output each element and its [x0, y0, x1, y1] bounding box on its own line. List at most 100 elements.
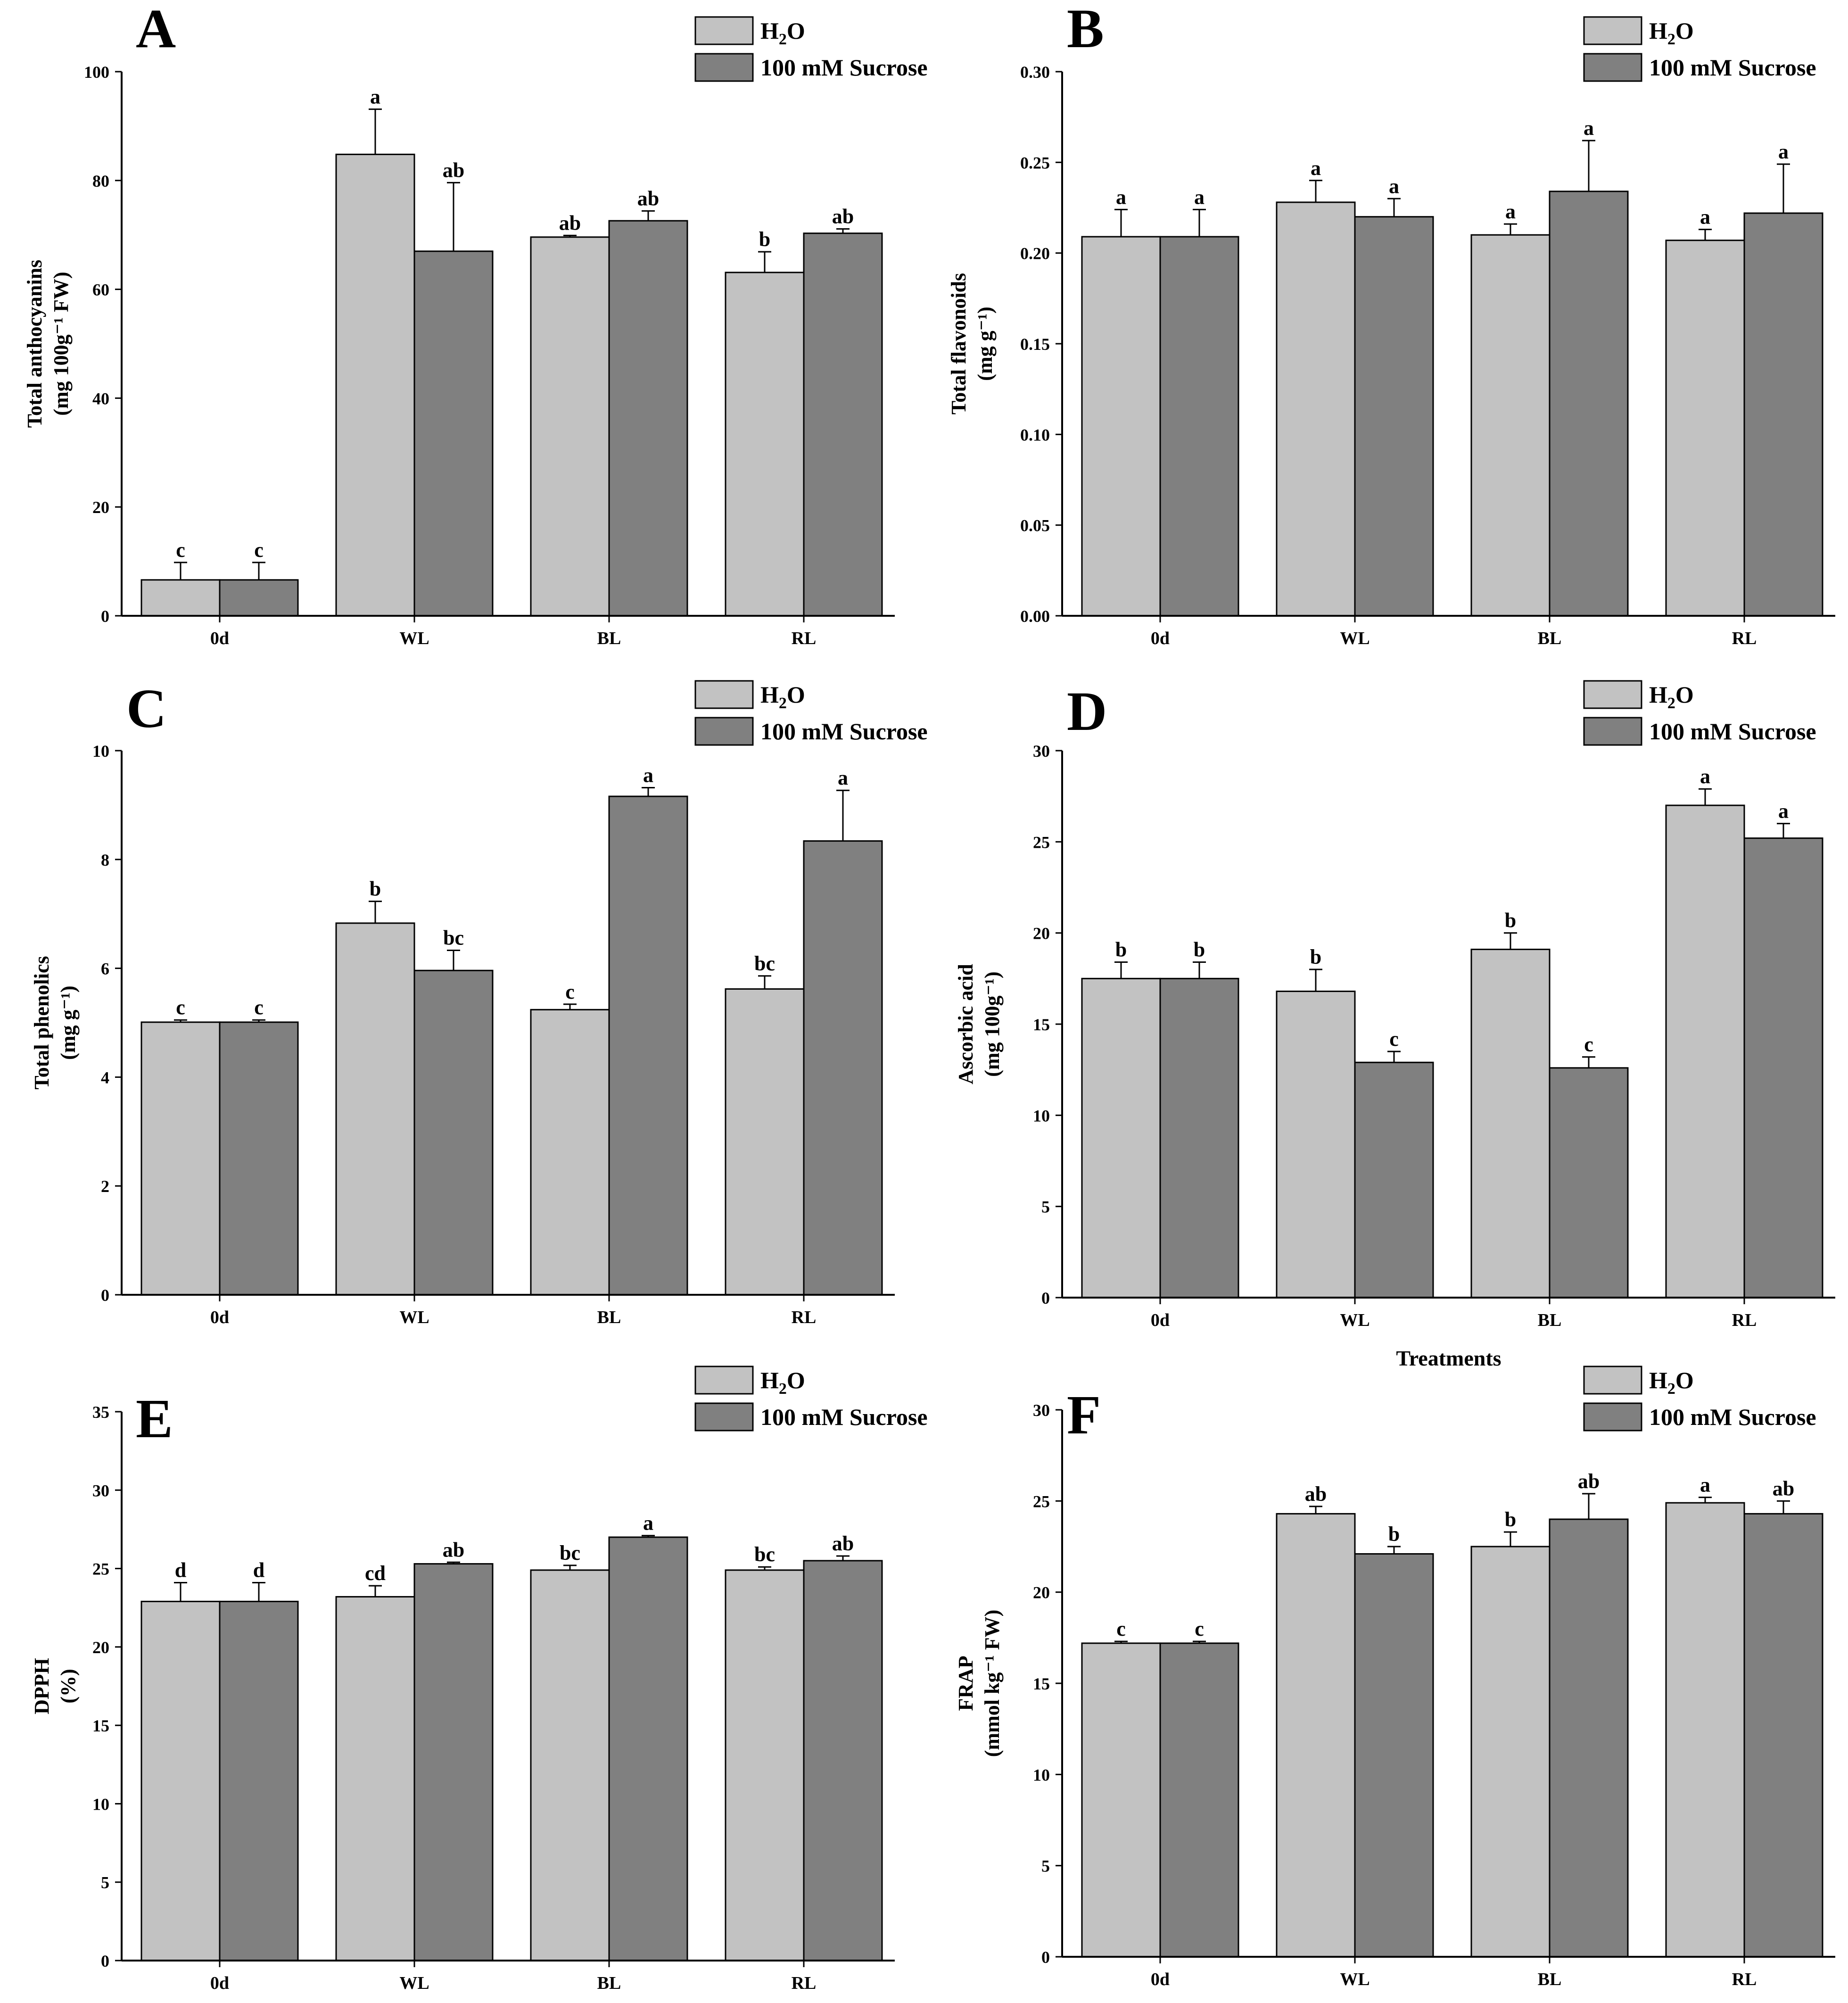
significance-letter: d	[253, 1559, 264, 1582]
y-axis-label: Total phenolics (mg g⁻¹)	[30, 956, 80, 1089]
significance-letter: ab	[443, 158, 464, 182]
y-tick-label: 20	[92, 1638, 109, 1657]
y-tick-label: 10	[1033, 1106, 1050, 1125]
y-axis-label: Total flavonoids (mg g⁻¹)	[947, 273, 997, 414]
legend-label-h2o: H2O	[1649, 17, 1694, 48]
bar-bl-h2o	[1470, 948, 1551, 1299]
bar-0d-h2o	[1081, 977, 1161, 1299]
y-tick-label: 0.25	[1020, 153, 1050, 172]
bar-wl-sucrose	[1354, 216, 1434, 617]
y-tick-label: 0	[101, 1286, 109, 1305]
y-tick-label: 0.05	[1020, 516, 1050, 535]
significance-letter: a	[1778, 140, 1789, 163]
legend-swatch-sucrose	[694, 53, 754, 82]
x-tick-label: 0d	[210, 629, 229, 648]
y-tick-label: 8	[101, 851, 109, 869]
bar-wl-h2o	[1276, 1513, 1356, 1958]
legend-label-sucrose: 100 mM Sucrose	[1649, 718, 1816, 745]
significance-letter: ab	[1578, 1470, 1600, 1493]
bar-bl-sucrose	[1549, 190, 1629, 617]
significance-letter: b	[1505, 909, 1516, 932]
significance-letter: ab	[559, 211, 581, 234]
legend-label-sucrose: 100 mM Sucrose	[1649, 54, 1816, 81]
legend-swatch-sucrose	[694, 717, 754, 746]
bar-0d-sucrose	[219, 579, 299, 617]
significance-letter: b	[1310, 945, 1321, 968]
bar-wl-sucrose	[413, 250, 494, 617]
legend-swatch-sucrose	[1583, 53, 1642, 82]
x-tick-label: WL	[1340, 1970, 1370, 1989]
y-tick-label: 0	[101, 1952, 109, 1970]
bar-wl-sucrose	[1354, 1553, 1434, 1958]
bar-wl-sucrose	[1354, 1061, 1434, 1299]
y-tick-label: 5	[1041, 1198, 1050, 1217]
y-axis-label-line1: Total flavonoids	[947, 273, 970, 414]
significance-letter: c	[176, 538, 185, 562]
panel-letter: B	[1067, 0, 1104, 59]
bar-0d-sucrose	[1159, 236, 1239, 617]
panel-e: Ed d 0d cd ab WL bc a BL bc ab RL 0 5 10 15 20 25 30 35 DPPH…	[30, 1366, 928, 1993]
y-axis-label-line1: Total phenolics	[30, 956, 53, 1089]
significance-letter: bc	[754, 1543, 775, 1566]
significance-letter: ab	[443, 1538, 464, 1561]
x-tick-label: 0d	[210, 1308, 229, 1327]
significance-letter: a	[643, 763, 653, 786]
y-tick-label: 35	[92, 1403, 109, 1422]
y-axis-label-line2: (mg 100g⁻¹ FW)	[50, 272, 73, 415]
x-tick-label: WL	[399, 629, 429, 648]
bar-bl-h2o	[530, 1009, 610, 1296]
x-tick-label: WL	[1340, 1310, 1370, 1330]
y-tick-label: 2	[101, 1177, 109, 1196]
significance-letter: c	[254, 996, 264, 1019]
x-tick-label: RL	[1732, 1970, 1757, 1989]
significance-letter: cd	[365, 1562, 386, 1585]
bar-0d-h2o	[140, 579, 221, 617]
significance-letter: bc	[443, 927, 464, 950]
significance-letter: b	[1505, 1508, 1516, 1531]
significance-letter: ab	[1773, 1477, 1794, 1500]
significance-letter: a	[1700, 765, 1710, 788]
significance-letter: a	[1778, 800, 1789, 823]
panel-c: Cc c 0d b bc WL c a BL bc a RL 0 2 4 6 8 10 Total phenolic…	[30, 678, 928, 1327]
bar-wl-sucrose	[413, 1563, 494, 1962]
x-tick-label: RL	[792, 629, 817, 648]
x-tick-label: WL	[1340, 629, 1370, 648]
bar-wl-h2o	[335, 922, 415, 1296]
bar-wl-h2o	[1276, 990, 1356, 1299]
y-tick-label: 30	[1033, 742, 1050, 761]
bar-0d-sucrose	[219, 1021, 299, 1296]
significance-letter: ab	[832, 1532, 854, 1555]
legend: H2O 100 mM Sucrose	[1583, 680, 1816, 746]
x-tick-label: RL	[1732, 1310, 1757, 1330]
x-tick-label: WL	[399, 1308, 429, 1327]
y-tick-label: 4	[101, 1068, 109, 1087]
legend-swatch-sucrose	[1583, 1402, 1642, 1432]
significance-letter: c	[1116, 1617, 1126, 1640]
y-axis-label: Total anthocyanins (mg 100g⁻¹ FW)	[23, 260, 73, 428]
bar-bl-sucrose	[1549, 1067, 1629, 1299]
y-tick-label: 15	[1033, 1015, 1050, 1034]
y-tick-label: 0.20	[1020, 244, 1050, 263]
legend-label-h2o: H2O	[760, 17, 805, 48]
y-tick-label: 40	[92, 389, 109, 408]
y-tick-label: 5	[1041, 1857, 1050, 1876]
y-axis-label: Ascorbic acid (mg 100g⁻¹)	[954, 964, 1004, 1084]
panel-letter: A	[136, 0, 176, 59]
bar-rl-h2o	[1665, 240, 1745, 617]
x-tick-label: 0d	[1151, 1970, 1170, 1989]
significance-letter: a	[1116, 185, 1126, 208]
significance-letter: b	[759, 228, 770, 251]
x-tick-label: BL	[1538, 629, 1562, 648]
bar-rl-sucrose	[1743, 212, 1823, 617]
y-tick-label: 0	[1041, 1289, 1050, 1308]
legend-label-h2o: H2O	[1649, 681, 1694, 712]
x-tick-label: BL	[597, 1308, 621, 1327]
bar-rl-h2o	[725, 272, 805, 617]
legend-swatch-h2o	[1583, 1366, 1642, 1395]
significance-letter: b	[370, 877, 381, 901]
x-tick-label: 0d	[1151, 629, 1170, 648]
significance-letter: a	[370, 85, 380, 108]
significance-letter: a	[838, 766, 848, 789]
bar-bl-sucrose	[608, 220, 688, 617]
